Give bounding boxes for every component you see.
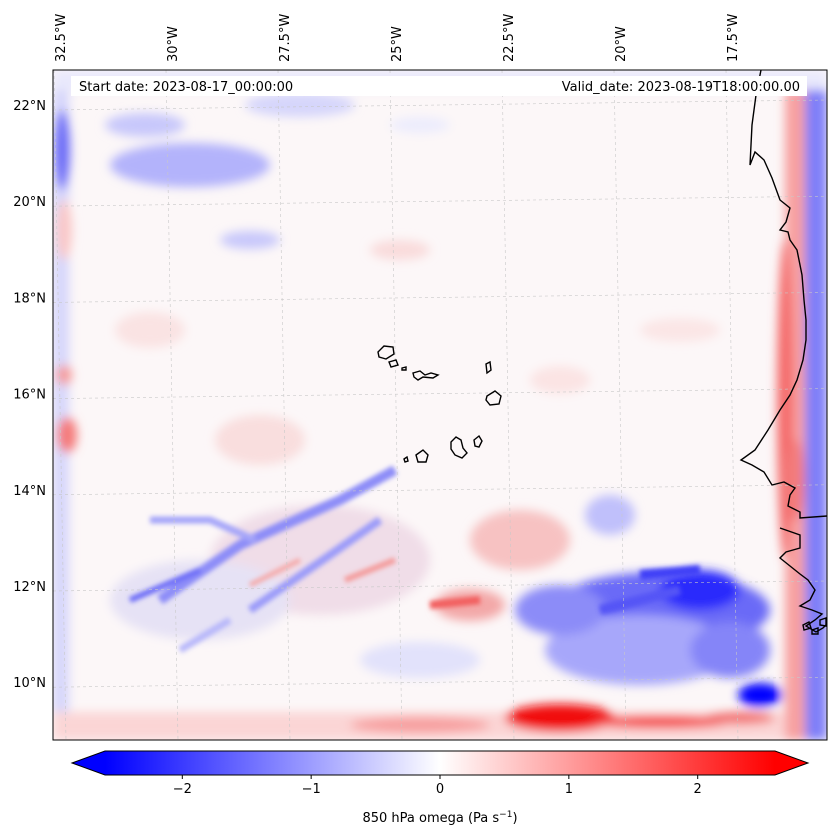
- colorbar: −2 −1 0 1 2 850 hPa omega (Pa s−1): [70, 750, 810, 826]
- colorbar-extend-min: [72, 751, 105, 775]
- map-frame: [52, 69, 828, 741]
- africa-coastline: [739, 70, 827, 633]
- latitude-tick-labels: 22°N 20°N 18°N 16°N 14°N 12°N 10°N: [13, 99, 46, 691]
- colorbar-extend-max: [775, 751, 808, 775]
- omega-field: [53, 70, 827, 740]
- colorbar-tick-label: 2: [694, 782, 702, 797]
- longitude-tick-labels: 32.5°W 30°W 27.5°W 25°W 22.5°W 20°W 17.5°W: [54, 14, 741, 62]
- latitude-tick-label: 14°N: [13, 484, 46, 499]
- header-box: [71, 76, 807, 96]
- longitude-tick-label: 17.5°W: [726, 14, 741, 62]
- colorbar-tick-label: 1: [565, 782, 573, 797]
- meridian-gridline: [277, 70, 291, 740]
- longitude-tick-label: 32.5°W: [54, 14, 69, 62]
- colorbar-tick-label: −2: [173, 782, 192, 797]
- latitude-tick-label: 18°N: [13, 291, 46, 306]
- colorbar-outline: [70, 750, 810, 776]
- cape-verde-sao-nicolau: [412, 370, 440, 381]
- gridlines: [53, 70, 827, 740]
- cape-verde-santa-luzia: [401, 366, 407, 371]
- field-streaks: [128, 465, 701, 654]
- colorbar-tick-label: −1: [302, 782, 321, 797]
- meridian-gridline: [389, 70, 403, 740]
- longitude-tick-label: 30°W: [166, 26, 181, 62]
- cape-verde-sal: [485, 360, 492, 375]
- coastlines: [377, 70, 827, 635]
- bijagos-islands: [802, 617, 827, 635]
- cape-verde-boa-vista: [485, 390, 502, 406]
- longitude-tick-label: 25°W: [390, 26, 405, 62]
- meridian-gridline: [501, 70, 515, 740]
- latitude-tick-label: 22°N: [13, 99, 46, 114]
- latitude-tick-label: 12°N: [13, 580, 46, 595]
- longitude-tick-label: 22.5°W: [502, 14, 517, 62]
- meridian-gridline: [165, 70, 179, 740]
- latitude-tick-label: 16°N: [13, 388, 46, 403]
- colorbar-title: 850 hPa omega (Pa s−1): [362, 810, 517, 826]
- colorbar-body: [105, 751, 775, 775]
- longitude-tick-label: 20°W: [614, 26, 629, 62]
- cape-verde-santiago: [450, 436, 468, 459]
- longitude-tick-label: 27.5°W: [278, 14, 293, 62]
- cape-verde-brava: [403, 455, 409, 463]
- cape-verde-maio: [473, 434, 483, 448]
- meridian-gridline: [613, 70, 627, 740]
- latitude-tick-label: 20°N: [13, 195, 46, 210]
- cape-verde-santo-antao: [377, 345, 395, 360]
- start-date-label: Start date: 2023-08-17_00:00:00: [79, 80, 293, 95]
- valid-date-label: Valid_date: 2023-08-19T18:00:00.00: [562, 80, 800, 95]
- meridian-gridline: [725, 70, 739, 740]
- cape-verde-fogo: [415, 449, 429, 463]
- colorbar-ticks: −2 −1 0 1 2: [173, 775, 702, 797]
- meridian-gridline: [53, 70, 67, 740]
- colorbar-tick-label: 0: [436, 782, 444, 797]
- latitude-tick-label: 10°N: [13, 676, 46, 691]
- cape-verde-sao-vicente: [388, 359, 399, 368]
